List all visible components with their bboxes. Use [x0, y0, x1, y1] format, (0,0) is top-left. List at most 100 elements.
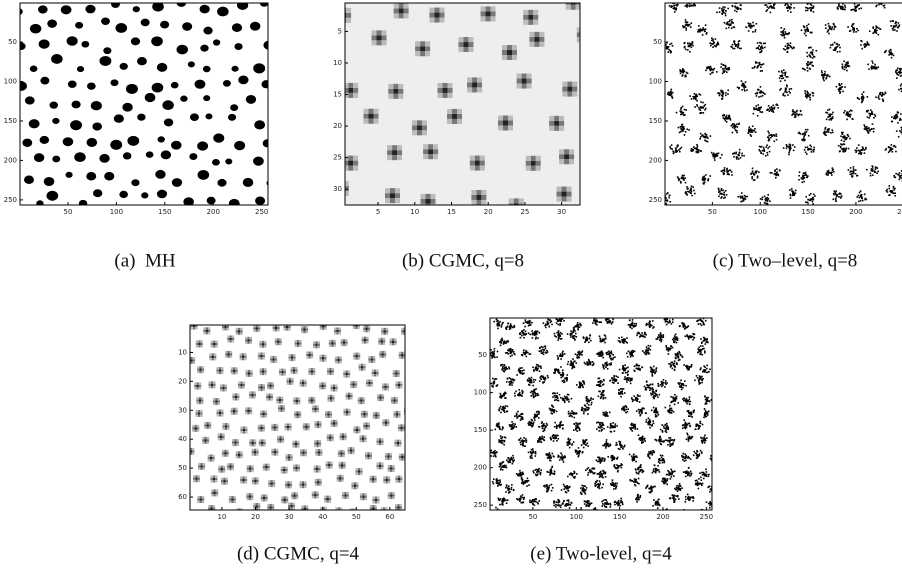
- speck: [766, 9, 769, 11]
- spot: [237, 3, 249, 10]
- speck: [850, 223, 852, 225]
- spot-pixel: [586, 239, 591, 244]
- speck: [668, 48, 670, 51]
- speck: [784, 4, 786, 6]
- speck: [832, 192, 835, 195]
- speck: [844, 110, 846, 112]
- spot-pixel: [360, 401, 363, 405]
- speck: [804, 171, 807, 174]
- spot-pixel: [576, 37, 580, 43]
- speck: [894, 70, 897, 73]
- spot-pixel: [274, 358, 278, 361]
- spot-pixel: [229, 463, 232, 466]
- speck: [697, 31, 699, 33]
- speck: [897, 74, 900, 76]
- speck: [721, 114, 724, 117]
- spot-pixel: [256, 451, 259, 454]
- spot-pixel: [392, 465, 395, 468]
- spot-pixel: [526, 78, 532, 84]
- speck: [839, 6, 842, 9]
- spot-pixel: [276, 451, 279, 454]
- spot-pixel: [345, 343, 348, 347]
- spot-pixel: [381, 396, 385, 399]
- caption: (b) CGMC, q=8: [402, 250, 524, 271]
- spot-pixel: [534, 31, 540, 37]
- spot-pixel: [368, 358, 371, 361]
- spot-pixel: [393, 88, 399, 94]
- speck: [698, 93, 700, 95]
- speck: [894, 194, 896, 197]
- speck: [783, 36, 786, 39]
- speck: [753, 129, 756, 132]
- speck: [668, 92, 670, 95]
- spot-pixel: [200, 340, 203, 343]
- speck: [830, 119, 833, 121]
- speck: [784, 32, 787, 35]
- speck: [754, 108, 756, 111]
- speck: [838, 87, 841, 90]
- speck: [684, 181, 687, 184]
- spot-pixel: [319, 325, 323, 328]
- speck: [736, 126, 739, 128]
- spot: [180, 95, 188, 102]
- speck: [865, 198, 868, 201]
- speck: [807, 175, 809, 177]
- speck: [674, 147, 677, 150]
- spot-pixel: [336, 8, 341, 13]
- speck: [849, 170, 852, 173]
- spot-pixel: [381, 398, 385, 402]
- spot-pixel: [330, 389, 333, 392]
- spot: [49, 101, 58, 109]
- speck: [844, 65, 847, 67]
- speck: [668, 196, 670, 199]
- spot-pixel: [415, 395, 417, 397]
- spot-pixel: [332, 389, 336, 392]
- speck: [869, 128, 871, 131]
- speck: [751, 131, 754, 133]
- spot: [262, 139, 268, 148]
- spot-pixel: [463, 42, 469, 48]
- speck: [759, 150, 761, 152]
- speck: [785, 76, 788, 78]
- speck: [809, 55, 811, 58]
- spot-pixel: [457, 113, 463, 119]
- spot-pixel: [329, 410, 333, 414]
- spot-pixel: [201, 368, 205, 371]
- spot: [160, 150, 172, 160]
- speck: [720, 189, 723, 192]
- speck: [831, 26, 834, 28]
- speck: [743, 88, 746, 90]
- spot-pixel: [231, 441, 235, 444]
- speck: [728, 173, 730, 176]
- spot-pixel: [395, 410, 399, 414]
- speck: [727, 211, 729, 213]
- spot-pixel: [368, 113, 374, 119]
- spot-pixel: [352, 325, 356, 327]
- speck: [730, 27, 733, 30]
- spot-pixel: [261, 368, 265, 371]
- speck: [772, 134, 774, 136]
- speck: [825, 111, 827, 114]
- spot-pixel: [413, 352, 415, 354]
- speck: [785, 216, 787, 218]
- spot-pixel: [615, 1, 620, 6]
- spot-pixel: [338, 329, 341, 333]
- spot-pixel: [367, 422, 371, 425]
- spot-pixel: [418, 455, 420, 457]
- speck: [758, 61, 761, 64]
- spot-pixel: [226, 454, 229, 457]
- speck: [841, 147, 844, 150]
- speck: [729, 24, 732, 27]
- speck: [782, 92, 785, 95]
- spot-pixel: [240, 455, 243, 459]
- speck: [760, 45, 763, 47]
- speck: [725, 116, 728, 119]
- spot-pixel: [250, 369, 253, 373]
- speck: [737, 43, 740, 46]
- spot-pixel: [257, 352, 261, 355]
- spot-pixel: [379, 355, 382, 358]
- speck: [854, 10, 857, 12]
- spot-pixel: [247, 339, 250, 342]
- speck: [690, 189, 692, 191]
- spot-pixel: [437, 92, 443, 98]
